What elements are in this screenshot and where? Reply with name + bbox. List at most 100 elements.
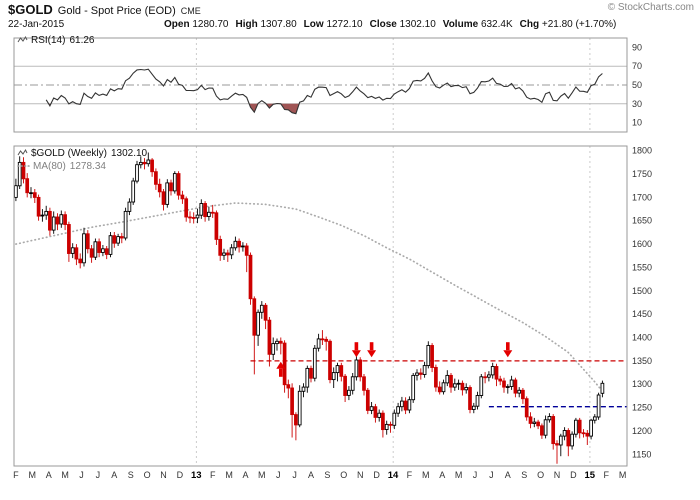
svg-text:J: J xyxy=(292,470,297,480)
svg-text:J: J xyxy=(276,470,281,480)
rsi-legend: RSI(14) 61.26 xyxy=(17,35,94,47)
price-squiggle-icon xyxy=(17,148,28,156)
volume-value: 632.4K xyxy=(480,19,513,30)
price-last-value: 1302.10 xyxy=(110,148,148,159)
svg-text:M: M xyxy=(29,470,37,480)
quote-close: Close 1302.10 xyxy=(370,19,436,30)
svg-text:14: 14 xyxy=(388,470,399,481)
quote-row: 22-Jan-2015 Open 1280.70 High 1307.80 Low 1… xyxy=(8,19,694,30)
chart-area: 90 70 50 30 10 1800 1750 1700 1650 1600 1550 1500 14… xyxy=(0,34,700,500)
svg-text:J: J xyxy=(473,470,478,480)
rsi-squiggle-icon xyxy=(17,35,28,43)
ma-label: MA(80) xyxy=(33,161,66,172)
open-label: Open xyxy=(164,19,190,30)
svg-text:A: A xyxy=(242,470,248,480)
high-value: 1307.80 xyxy=(260,19,297,30)
svg-text:F: F xyxy=(13,470,19,480)
svg-text:A: A xyxy=(505,470,511,480)
rsi-value: 61.26 xyxy=(69,35,95,46)
svg-text:70: 70 xyxy=(632,61,642,71)
svg-text:J: J xyxy=(79,470,84,480)
quote-open: Open 1280.70 xyxy=(164,19,229,30)
svg-text:13: 13 xyxy=(191,470,202,481)
svg-text:F: F xyxy=(407,470,413,480)
close-label: Close xyxy=(369,19,397,30)
svg-text:J: J xyxy=(96,470,101,480)
svg-text:A: A xyxy=(111,470,117,480)
svg-text:N: N xyxy=(554,470,561,480)
svg-text:O: O xyxy=(340,470,347,480)
candles xyxy=(14,152,605,464)
svg-text:N: N xyxy=(357,470,364,480)
price-axis-labels: 1800 1750 1700 1650 1600 1550 1500 1450 1400 1350… xyxy=(632,146,652,460)
svg-text:M: M xyxy=(225,470,233,480)
svg-text:15: 15 xyxy=(585,470,596,481)
svg-text:1200: 1200 xyxy=(632,426,652,436)
svg-text:S: S xyxy=(128,470,134,480)
svg-text:1650: 1650 xyxy=(632,216,652,226)
price-and-rsi-chart: 90 70 50 30 10 1800 1750 1700 1650 1600 1550 1500 14… xyxy=(13,37,652,481)
ma-dotted-line-icon xyxy=(17,165,30,167)
svg-text:90: 90 xyxy=(632,42,642,52)
ma-value: 1278.34 xyxy=(69,161,106,172)
svg-text:50: 50 xyxy=(632,80,642,90)
rsi-oversold-fill xyxy=(48,103,300,114)
svg-text:O: O xyxy=(144,470,151,480)
svg-text:1750: 1750 xyxy=(632,169,652,179)
svg-text:M: M xyxy=(258,470,266,480)
svg-text:1150: 1150 xyxy=(632,449,651,459)
signal-arrows xyxy=(276,342,513,377)
year-gridlines xyxy=(195,38,591,466)
svg-text:1300: 1300 xyxy=(632,379,652,389)
quote-chg: Chg +21.80 (+1.70%) xyxy=(520,19,617,30)
high-label: High xyxy=(235,19,258,30)
open-value: 1280.70 xyxy=(192,19,229,30)
svg-text:M: M xyxy=(61,470,69,480)
close-value: 1302.10 xyxy=(399,19,436,30)
svg-text:O: O xyxy=(537,470,544,480)
rsi-label: RSI(14) xyxy=(31,35,66,46)
chart-header: © StockCharts.com $GOLD Gold - Spot Price… xyxy=(8,2,694,30)
svg-text:1550: 1550 xyxy=(632,262,652,272)
svg-text:1800: 1800 xyxy=(632,146,652,156)
chg-value: +21.80 (+1.70%) xyxy=(541,19,617,30)
svg-text:F: F xyxy=(210,470,216,480)
svg-text:1450: 1450 xyxy=(632,309,652,319)
volume-label: Volume xyxy=(442,19,479,30)
svg-text:10: 10 xyxy=(632,118,642,128)
exchange-label: CME xyxy=(180,6,201,16)
svg-text:1500: 1500 xyxy=(632,286,652,296)
rsi-axis-labels: 90 70 50 30 10 xyxy=(632,42,642,127)
x-axis-labels: F M A M J J A S O N D 13 F M A M J J A S O N D 14 F M A M J J A S O N D 15 F… xyxy=(13,470,626,481)
svg-text:1700: 1700 xyxy=(632,192,652,202)
panel-borders xyxy=(13,37,628,467)
svg-text:M: M xyxy=(422,470,430,480)
copyright: © StockCharts.com xyxy=(607,2,694,13)
svg-text:M: M xyxy=(455,470,463,480)
svg-text:D: D xyxy=(373,470,380,480)
svg-text:N: N xyxy=(160,470,167,480)
svg-text:A: A xyxy=(439,470,445,480)
low-value: 1272.10 xyxy=(326,19,363,30)
svg-text:F: F xyxy=(603,470,609,480)
price-series-label: $GOLD (Weekly) xyxy=(31,148,107,159)
svg-text:1400: 1400 xyxy=(632,333,652,343)
rsi-line xyxy=(45,68,603,115)
svg-text:S: S xyxy=(324,470,330,480)
svg-text:S: S xyxy=(521,470,527,480)
price-legend: $GOLD (Weekly) 1302.10 xyxy=(17,148,147,160)
ma-line xyxy=(15,202,604,393)
quote-volume: Volume 632.4K xyxy=(443,19,513,30)
svg-text:J: J xyxy=(489,470,494,480)
svg-text:A: A xyxy=(46,470,52,480)
quote-date: 22-Jan-2015 xyxy=(8,19,65,30)
svg-text:M: M xyxy=(619,470,627,480)
ma-legend: MA(80) 1278.34 xyxy=(17,161,106,173)
svg-text:1600: 1600 xyxy=(632,239,652,249)
low-label: Low xyxy=(303,19,324,30)
svg-text:1250: 1250 xyxy=(632,403,652,413)
quote-high: High 1307.80 xyxy=(236,19,297,30)
svg-text:D: D xyxy=(570,470,577,480)
svg-text:A: A xyxy=(308,470,314,480)
